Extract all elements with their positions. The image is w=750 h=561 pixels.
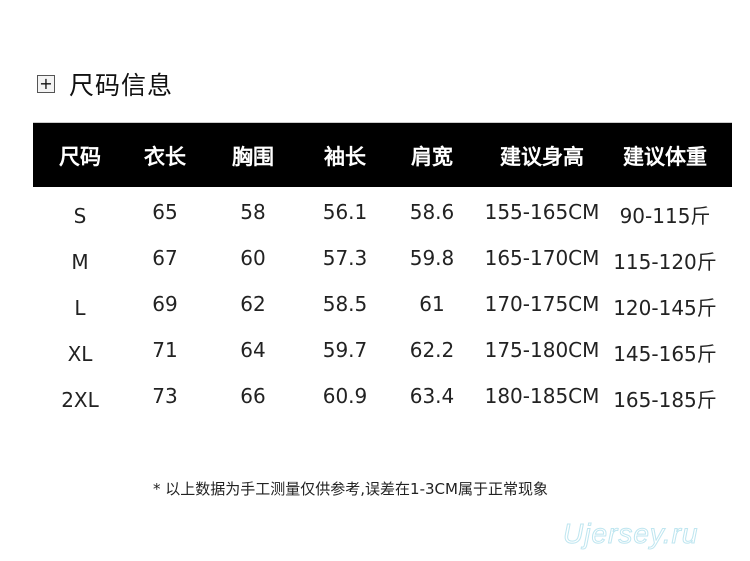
table-cell: 170-175CM [484, 292, 600, 316]
table-cell: L [74, 296, 86, 320]
table-cell: 155-165CM [484, 200, 600, 224]
section-title-text: 尺码信息 [69, 71, 174, 100]
column-header: 肩宽 [411, 145, 453, 169]
table-cell: 60.9 [322, 384, 368, 408]
table-cell: 69 [152, 292, 178, 316]
table-cell: 66 [240, 384, 266, 408]
table-cell: 63.4 [409, 384, 455, 408]
table-cell: 64 [240, 338, 266, 362]
table-cell: 120-145斤 [613, 296, 717, 320]
watermark: Ujersey.ru [563, 518, 699, 550]
table-cell: 59.7 [322, 338, 368, 362]
table-row: L 69 62 58.5 61 170-175CM 120-145斤 [0, 292, 750, 332]
table-cell: 57.3 [322, 246, 368, 270]
table-row: 2XL 73 66 60.9 63.4 180-185CM 165-185斤 [0, 384, 750, 424]
table-row: XL 71 64 59.7 62.2 175-180CM 145-165斤 [0, 338, 750, 378]
table-cell: 60 [240, 246, 266, 270]
table-cell: 61 [419, 292, 445, 316]
table-cell: 62 [240, 292, 266, 316]
table-cell: 115-120斤 [613, 250, 717, 274]
section-title: + 尺码信息 [37, 66, 173, 102]
column-header: 建议体重 [623, 145, 707, 169]
table-cell: 65 [152, 200, 178, 224]
table-cell: 62.2 [409, 338, 455, 362]
table-cell: 165-185斤 [613, 388, 717, 412]
table-cell: 71 [152, 338, 178, 362]
table-cell: 59.8 [409, 246, 455, 270]
column-header: 袖长 [324, 145, 366, 169]
table-cell: 56.1 [322, 200, 368, 224]
column-header: 尺码 [59, 145, 101, 169]
measurement-note: * 以上数据为手工测量仅供参考,误差在1-3CM属于正常现象 [153, 480, 548, 498]
table-cell: 180-185CM [484, 384, 600, 408]
table-cell: 90-115斤 [619, 204, 711, 228]
table-cell: 58 [240, 200, 266, 224]
table-header: 尺码 衣长 胸围 袖长 肩宽 建议身高 建议体重 [33, 122, 732, 187]
table-cell: M [71, 250, 89, 274]
table-cell: 175-180CM [484, 338, 600, 362]
table-cell: 2XL [61, 388, 99, 412]
table-cell: 145-165斤 [613, 342, 717, 366]
plus-square-icon: + [37, 75, 55, 93]
table-cell: S [73, 204, 87, 228]
table-cell: 67 [152, 246, 178, 270]
column-header: 衣长 [144, 145, 186, 169]
table-cell: 58.5 [322, 292, 368, 316]
table-cell: 58.6 [409, 200, 455, 224]
table-cell: 73 [152, 384, 178, 408]
table-cell: 165-170CM [484, 246, 600, 270]
table-row: M 67 60 57.3 59.8 165-170CM 115-120斤 [0, 246, 750, 286]
table-cell: XL [67, 342, 93, 366]
column-header: 胸围 [232, 145, 274, 169]
column-header: 建议身高 [500, 145, 584, 169]
table-row: S 65 58 56.1 58.6 155-165CM 90-115斤 [0, 200, 750, 240]
